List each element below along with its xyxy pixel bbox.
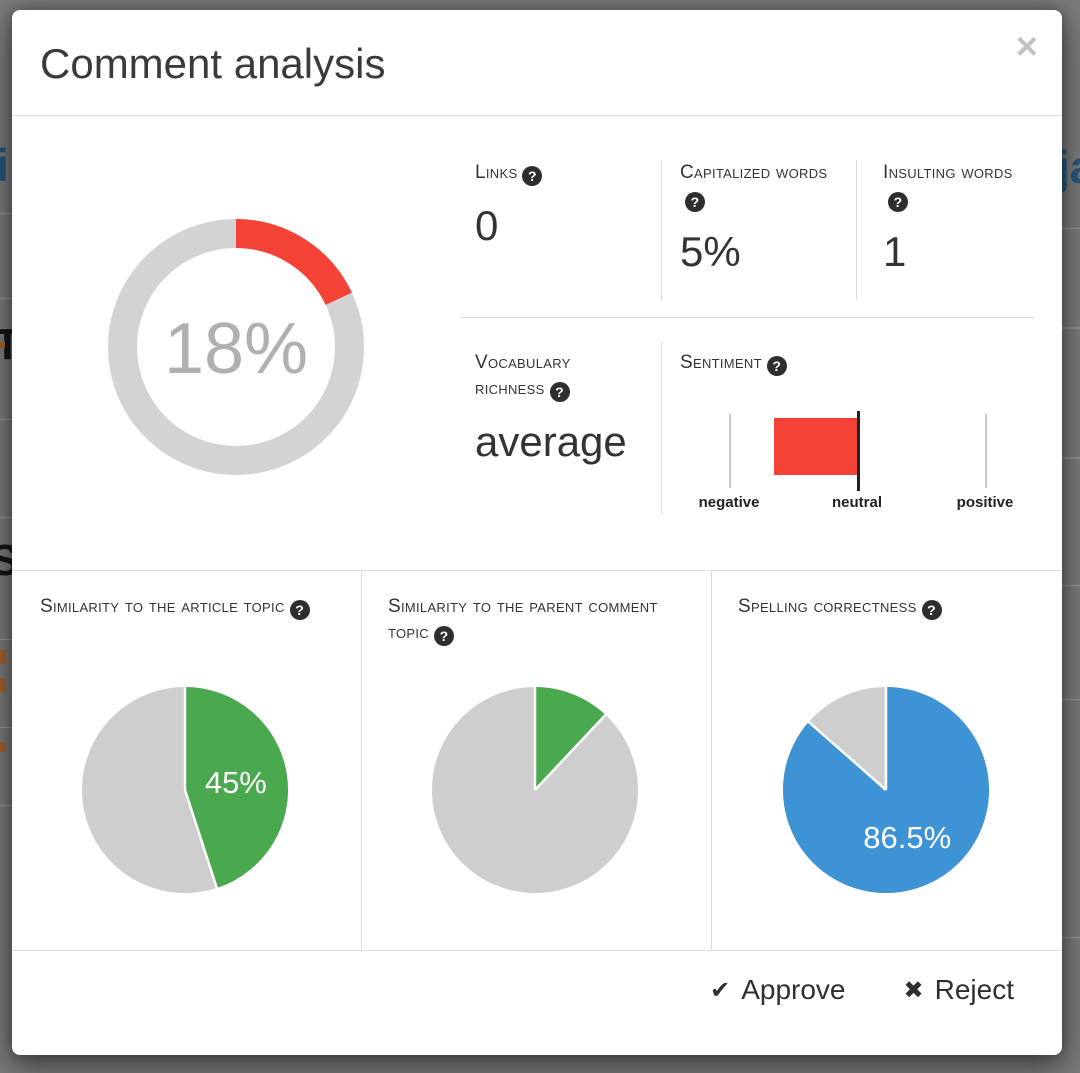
background-orange-fragment <box>0 678 6 692</box>
sentiment-axis-tick <box>857 411 860 491</box>
pie-slice-separator <box>534 714 607 791</box>
help-icon[interactable]: ? <box>766 356 787 376</box>
stat-insulting-words-label: Insulting words? <box>883 162 1013 212</box>
spelling-section: Spelling correctness? <box>738 594 1058 620</box>
donut-value-arc <box>108 219 364 475</box>
pie-slice-separator <box>807 720 887 791</box>
background-row-divider <box>0 419 12 420</box>
background-row-divider <box>0 639 12 640</box>
background-row-divider <box>1062 228 1080 229</box>
sentiment-axis-tick <box>729 414 731 488</box>
help-icon[interactable]: ? <box>888 192 908 212</box>
background-heading-fragment-left: i <box>0 139 9 191</box>
x-icon: ✖ <box>903 976 924 1004</box>
stat-sentiment-label: Sentiment? <box>680 350 940 376</box>
help-icon[interactable]: ? <box>549 382 570 402</box>
similarity-parent-pie-chart <box>431 686 639 894</box>
help-icon[interactable]: ? <box>921 600 942 620</box>
sentiment-axis-label: negative <box>698 494 760 511</box>
divider <box>661 160 662 300</box>
help-icon[interactable]: ? <box>289 600 310 620</box>
background-row-divider <box>0 727 12 728</box>
similarity-article-pie-chart: 45% <box>81 686 289 894</box>
approve-button[interactable]: ✔ Approve <box>710 974 845 1006</box>
help-icon[interactable]: ? <box>522 166 543 186</box>
divider <box>856 160 857 300</box>
stat-insulting-words: Insulting words? 1 <box>883 160 1033 276</box>
modal-title: Comment analysis <box>40 40 386 87</box>
stat-vocabulary-richness: Vocabulary richness? average <box>475 350 645 466</box>
section-divider <box>12 570 1062 571</box>
similarity-article-label: Similarity to the article topic? <box>40 594 340 620</box>
stat-links: Links? 0 <box>475 160 645 250</box>
background-heading-fragment-right: ja <box>1057 141 1080 193</box>
pie-slice-separator <box>183 789 219 889</box>
stat-capitalized-words-label: Capitalized words? <box>680 162 828 212</box>
stat-links-label: Links? <box>475 160 645 186</box>
divider <box>711 570 712 950</box>
background-orange-fragment <box>0 742 6 752</box>
pie-value-label: 86.5% <box>863 820 951 855</box>
stat-capitalized-words-value: 5% <box>680 228 741 275</box>
divider <box>460 317 1034 318</box>
sentiment-axis-tick <box>985 414 987 488</box>
sentiment-bar-chart: negative neutral positive <box>680 406 1040 518</box>
spelling-pie-chart: 86.5% <box>782 686 990 894</box>
background-orange-fragment <box>0 650 6 664</box>
background-row-divider <box>0 805 12 806</box>
sentiment-axis-label: neutral <box>831 494 883 511</box>
background-row-divider <box>0 517 12 518</box>
close-icon[interactable]: × <box>1015 26 1038 68</box>
stat-capitalized-words: Capitalized words? 5% <box>680 160 845 276</box>
reject-button-label: Reject <box>934 974 1014 1005</box>
approve-button-label: Approve <box>741 974 846 1005</box>
similarity-parent-section: Similarity to the parent comment topic? <box>388 594 688 646</box>
stat-links-value: 0 <box>475 202 499 249</box>
background-row-divider <box>0 298 12 299</box>
comment-analysis-modal: Comment analysis × 18% Links? 0 Capitali… <box>12 10 1062 1055</box>
reject-button[interactable]: ✖ Reject <box>904 974 1014 1006</box>
stat-sentiment: Sentiment? <box>680 350 940 376</box>
pie-value-label: 45% <box>205 765 267 800</box>
background-row-divider <box>1062 699 1080 700</box>
pie-slice <box>185 687 288 888</box>
footer-divider <box>12 950 1062 951</box>
stat-insulting-words-value: 1 <box>883 228 907 275</box>
background-row-divider <box>1062 937 1080 938</box>
header-divider <box>12 115 1062 116</box>
pie-slice <box>535 687 606 790</box>
spelling-label: Spelling correctness? <box>738 594 1058 620</box>
stat-vocabulary-richness-label: Vocabulary richness? <box>475 352 571 402</box>
donut-value-text: 18% <box>164 309 308 389</box>
divider <box>661 342 662 514</box>
check-icon: ✔ <box>710 976 731 1004</box>
stat-vocabulary-richness-value: average <box>475 418 627 465</box>
sentiment-axis-label: positive <box>956 494 1014 511</box>
background-row-divider <box>1062 585 1080 586</box>
overall-score-donut-chart: 18% <box>106 217 366 477</box>
help-icon[interactable]: ? <box>434 626 454 646</box>
similarity-parent-label: Similarity to the parent comment topic? <box>388 596 658 646</box>
divider <box>361 570 362 950</box>
help-icon[interactable]: ? <box>685 192 705 212</box>
background-row-divider <box>0 213 12 214</box>
sentiment-value-bar <box>773 418 857 475</box>
similarity-article-section: Similarity to the article topic? <box>40 594 340 620</box>
footer-actions: ✔ Approve ✖ Reject <box>710 974 1014 1006</box>
background-orange-fragment <box>0 342 5 348</box>
